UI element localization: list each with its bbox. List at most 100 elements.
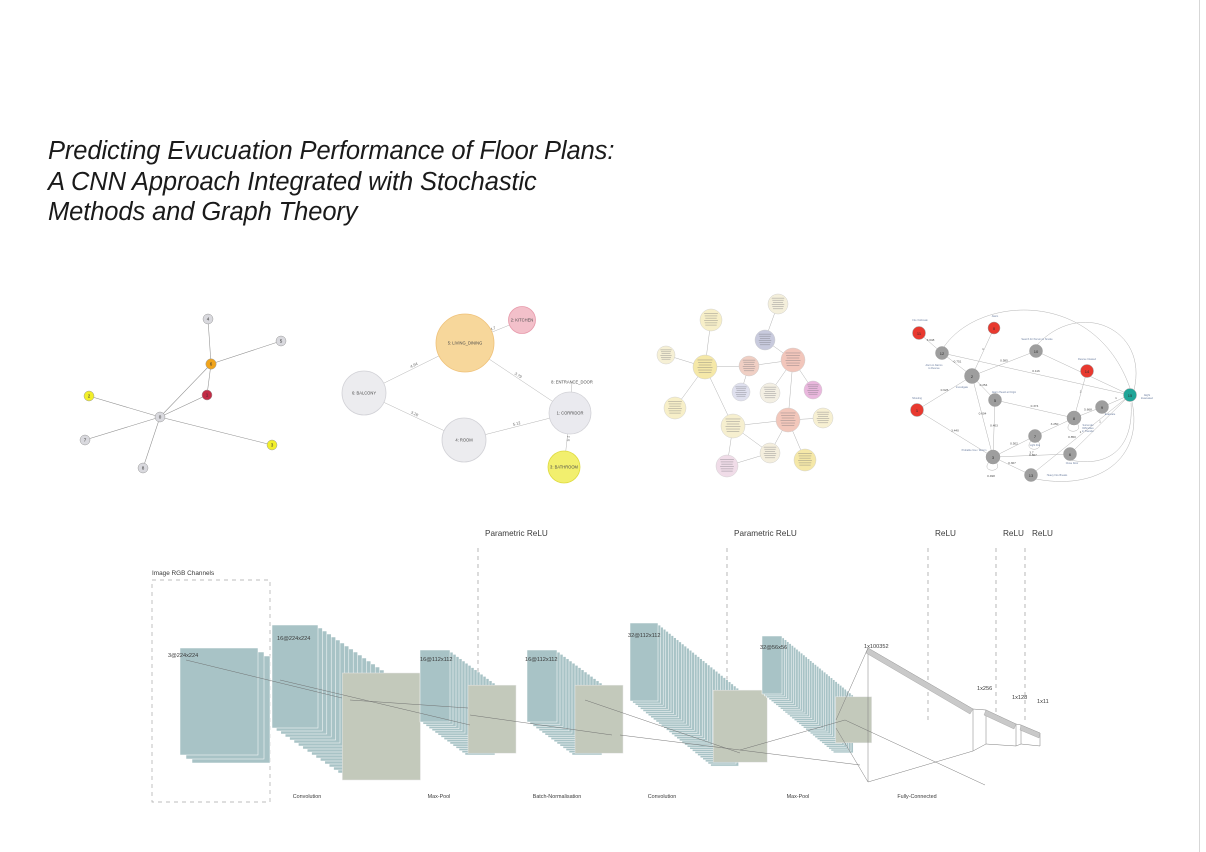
block-layer-label: Max-Pool [787, 794, 810, 800]
graph-node[interactable] [663, 396, 687, 420]
graph-edge [992, 399, 996, 458]
figure-graph-star: 0 1 2 3 4 5 6 7 8 [60, 295, 310, 485]
fc-layer-outline-0 [867, 647, 974, 783]
graph-node-3[interactable]: 3: BATHROOM [547, 450, 581, 484]
graph-edge-weight: 0.374 [1031, 404, 1039, 408]
graph-edge-weight: 1 [1080, 390, 1082, 394]
graph-edge-weight: 0.626 [941, 388, 949, 392]
graph-edge [971, 350, 1037, 377]
graph-arc-edge [1035, 322, 1137, 391]
graph-edge-weight: -0.751 [953, 360, 962, 364]
graph-edge [1069, 394, 1131, 455]
receptive-field-link [349, 699, 469, 709]
graph-node[interactable] [767, 293, 789, 315]
graph-node[interactable] [692, 354, 718, 380]
graph-node[interactable] [759, 442, 781, 464]
graph-node-8[interactable]: 8: ENTRANCE_DOOR [551, 380, 593, 385]
graph-node-4[interactable]: 4: ROOM [441, 417, 487, 463]
graph-node-label: 7 [84, 438, 87, 443]
graph-node-3[interactable]: 3 [985, 449, 1001, 465]
graph-node[interactable] [720, 413, 746, 439]
graph-node-label: 1 [206, 393, 209, 398]
receptive-field-link [185, 659, 343, 699]
graph-node[interactable] [699, 308, 723, 332]
graph-node-name: Alight [1144, 394, 1151, 397]
block-input [179, 647, 271, 764]
block-dim-label: 32@56x56 [760, 645, 787, 651]
graph-edge-weight: 4.94 [409, 361, 419, 369]
graph-node-14[interactable]: 14 [1080, 364, 1094, 378]
title-line-2: A CNN Approach Integrated with Stochasti… [48, 167, 537, 196]
graph-edge-weight: 0.585 [1000, 359, 1008, 363]
block-dim-label: 16@224x224 [277, 636, 310, 642]
graph-node-15[interactable]: 15 [1123, 388, 1137, 402]
graph-node-11[interactable]: 11 [912, 326, 926, 340]
graph-node-2[interactable]: 2 [964, 368, 980, 384]
graph-node-label: 5 [280, 339, 283, 344]
graph-node-0[interactable]: 0 [987, 321, 1001, 335]
graph-node-1[interactable]: 1 [201, 389, 213, 401]
graph-node-5[interactable]: 5: LIVING_DINING [435, 313, 495, 373]
graph-node[interactable] [656, 345, 676, 365]
graph-node-2[interactable]: 2: KITCHEN [508, 306, 536, 334]
graph-node[interactable] [731, 382, 751, 402]
graph-node-13[interactable]: 13 [1024, 468, 1038, 482]
graph-node-name: Search for Person in Smoke [1021, 338, 1053, 341]
graph-edge [210, 340, 282, 365]
graph-node-0[interactable]: 0 [154, 411, 166, 423]
activation-label: ReLU [935, 529, 956, 538]
fc-dim-label: 1x256 [977, 686, 992, 692]
graph-edge [916, 409, 994, 458]
title-line-1: Predicting Evucuation Performance of Flo… [48, 137, 615, 165]
graph-node-id: 9 [1101, 405, 1104, 410]
graph-node[interactable] [780, 347, 806, 373]
graph-node[interactable] [754, 329, 776, 351]
fc-dim-label: 1x11 [1037, 699, 1049, 705]
graph-edge [88, 395, 161, 418]
graph-node[interactable] [759, 382, 781, 404]
graph-node-6[interactable]: 6: BALCONY [341, 370, 387, 416]
graph-node-9[interactable]: 9 [1095, 400, 1109, 414]
graph-node-12[interactable]: 12 [935, 346, 949, 360]
graph-edge-weight: 4.7 [489, 325, 497, 332]
graph-edge [159, 394, 208, 418]
graph-node-label: 4: ROOM [455, 438, 473, 443]
graph-node-5[interactable]: 5 [275, 335, 287, 347]
graph-node[interactable] [793, 448, 817, 472]
graph-node-3[interactable]: 3 [266, 439, 278, 451]
receptive-field-link [844, 719, 986, 786]
graph-node-id: 1 [916, 408, 919, 413]
activation-label: Parametric ReLU [734, 529, 797, 538]
receptive-field-link [279, 679, 471, 726]
graph-node[interactable] [738, 355, 760, 377]
graph-node-4[interactable]: 4 [202, 313, 214, 325]
graph-node-id: 0 [993, 326, 996, 331]
graph-node-1[interactable]: 1: CORRIDOR [548, 391, 592, 435]
graph-node-name: Rescue Cleared [1078, 358, 1097, 361]
graph-node-label: 4 [207, 317, 210, 322]
block-dim-label: 16@112x112 [420, 657, 453, 663]
graph-node[interactable] [775, 407, 801, 433]
fc-dim-label: 1x128 [1012, 695, 1027, 701]
block-layer-label: Batch-Normalisation [533, 794, 582, 800]
graph-node[interactable] [812, 407, 834, 429]
graph-node-name: Alert on Alarms [926, 364, 944, 367]
graph-node-1[interactable]: 1 [910, 403, 924, 417]
graph-node-8[interactable]: 8 [137, 462, 149, 474]
graph-node-label: 8: ENTRANCE_DOOR [551, 380, 593, 385]
graph-node-6[interactable]: 6 [205, 358, 217, 370]
graph-node-7[interactable]: 7 [1028, 429, 1042, 443]
graph-edge [159, 416, 273, 446]
graph-node[interactable] [715, 454, 739, 478]
graph-node-10[interactable]: 10 [1029, 344, 1043, 358]
graph-node-name: Probable Use / Return [962, 449, 987, 452]
graph-edge-weight: 1 [982, 347, 984, 351]
graph-node-label: 2 [88, 394, 91, 399]
graph-arc-edge [1069, 402, 1132, 462]
graph-node-2[interactable]: 2 [83, 390, 95, 402]
graph-node-8[interactable]: 8 [1066, 410, 1082, 426]
graph-node-5[interactable]: 5 [988, 393, 1002, 407]
graph-node-7[interactable]: 7 [79, 434, 91, 446]
graph-node[interactable] [803, 380, 823, 400]
graph-node-6[interactable]: 6 [1063, 447, 1077, 461]
